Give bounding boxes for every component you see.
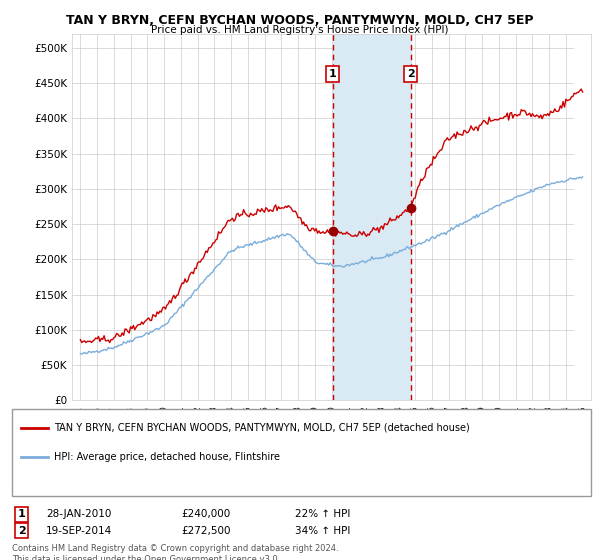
Text: 22% ↑ HPI: 22% ↑ HPI bbox=[295, 509, 350, 519]
Text: 28-JAN-2010: 28-JAN-2010 bbox=[46, 509, 112, 519]
Text: 1: 1 bbox=[18, 509, 25, 519]
Text: 19-SEP-2014: 19-SEP-2014 bbox=[46, 526, 112, 536]
Bar bbox=[333, 34, 410, 400]
Text: £272,500: £272,500 bbox=[181, 526, 231, 536]
Text: 1: 1 bbox=[329, 69, 337, 79]
Text: Price paid vs. HM Land Registry's House Price Index (HPI): Price paid vs. HM Land Registry's House … bbox=[151, 25, 449, 35]
Text: HPI: Average price, detached house, Flintshire: HPI: Average price, detached house, Flin… bbox=[54, 451, 280, 461]
Text: Contains HM Land Registry data © Crown copyright and database right 2024.
This d: Contains HM Land Registry data © Crown c… bbox=[12, 544, 338, 560]
Text: TAN Y BRYN, CEFN BYCHAN WOODS, PANTYMWYN, MOLD, CH7 5EP (detached house): TAN Y BRYN, CEFN BYCHAN WOODS, PANTYMWYN… bbox=[54, 423, 470, 433]
Text: TAN Y BRYN, CEFN BYCHAN WOODS, PANTYMWYN, MOLD, CH7 5EP: TAN Y BRYN, CEFN BYCHAN WOODS, PANTYMWYN… bbox=[66, 14, 534, 27]
Text: 34% ↑ HPI: 34% ↑ HPI bbox=[295, 526, 350, 536]
Text: 2: 2 bbox=[407, 69, 415, 79]
Text: 2: 2 bbox=[18, 526, 25, 536]
Text: £240,000: £240,000 bbox=[181, 509, 230, 519]
Bar bbox=[574, 34, 591, 400]
